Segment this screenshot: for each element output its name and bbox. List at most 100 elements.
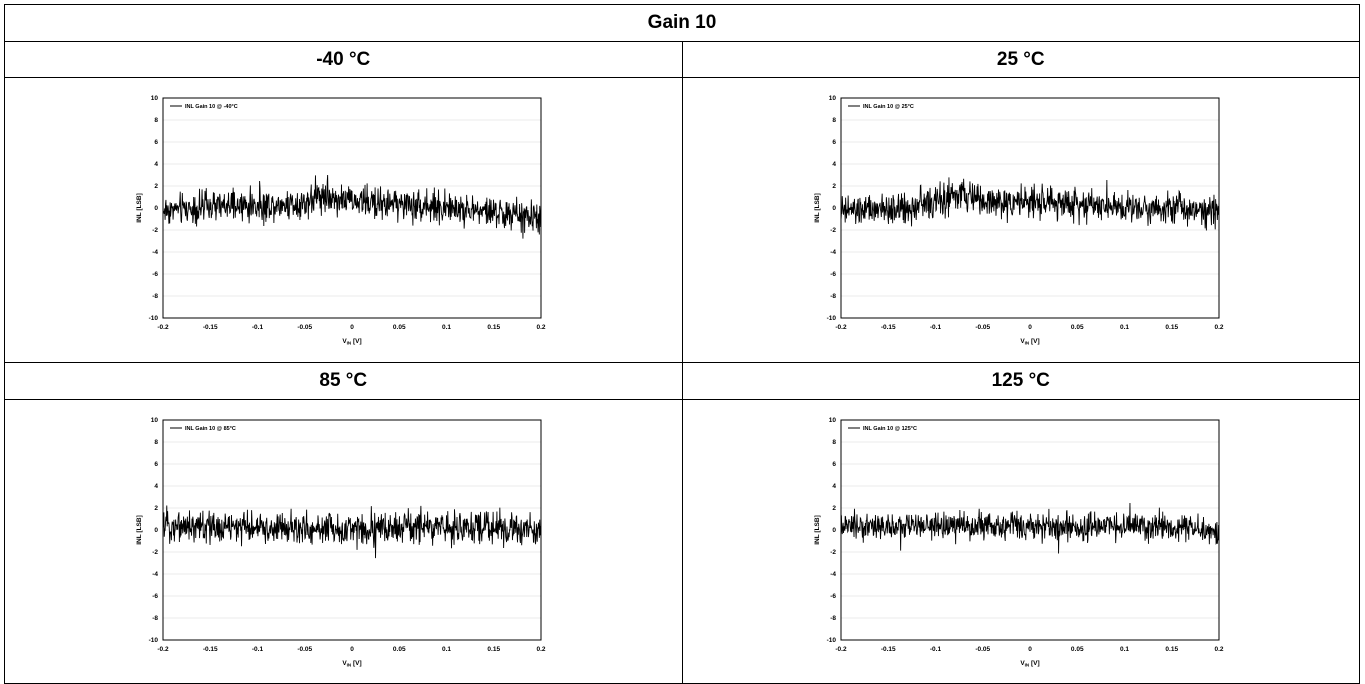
x-tick-label: 0 — [1028, 646, 1032, 653]
y-axis-label: INL [LSB] — [136, 194, 143, 224]
y-tick-label: 4 — [155, 162, 159, 169]
y-tick-label: -4 — [152, 250, 158, 257]
y-tick-label: -10 — [826, 637, 836, 644]
legend-label: INL Gain 10 @ 25°C — [863, 104, 914, 110]
plot-cell-minus40: 10 8 6 4 2 0 -2 -4 -6 -8 -10 -0.2 -0.15 -0.1 -0.05 0 0.0… — [4, 77, 683, 363]
y-tick-label: 10 — [829, 417, 837, 424]
x-tick-label: 0 — [350, 646, 354, 653]
y-tick-label: 6 — [832, 140, 836, 147]
inl-series-line — [162, 505, 542, 558]
y-tick-label: -10 — [149, 316, 159, 323]
y-tick-label: 4 — [832, 162, 836, 169]
y-tick-label: 2 — [155, 184, 159, 191]
x-axis-label: VIN [V] — [1020, 338, 1039, 346]
x-tick-label: -0.05 — [298, 646, 313, 653]
x-tick-label: 0.05 — [1071, 646, 1084, 653]
x-tick-label: 0.2 — [1214, 646, 1223, 653]
y-tick-label: 2 — [832, 184, 836, 191]
x-tick-label: -0.2 — [835, 646, 847, 653]
y-tick-label: -2 — [152, 549, 158, 556]
x-tick-label: -0.05 — [975, 324, 990, 331]
y-tick-label: -4 — [830, 571, 836, 578]
x-tick-label: -0.2 — [158, 324, 170, 331]
y-tick-label: 6 — [832, 461, 836, 468]
y-tick-label: 8 — [832, 439, 836, 446]
y-tick-label: 0 — [832, 527, 836, 534]
x-tick-label: 0.05 — [393, 646, 406, 653]
y-tick-label: 10 — [151, 417, 159, 424]
x-tick-label: 0.05 — [1071, 324, 1084, 331]
x-tick-label: -0.2 — [835, 324, 847, 331]
x-axis-label: VIN [V] — [343, 660, 362, 668]
x-tick-label: -0.1 — [252, 324, 264, 331]
y-tick-label: 8 — [155, 439, 159, 446]
x-tick-label: -0.1 — [252, 646, 264, 653]
y-tick-label: 0 — [832, 206, 836, 213]
y-tick-label: -6 — [152, 272, 158, 279]
legend-label: INL Gain 10 @ 125°C — [863, 426, 917, 432]
x-tick-label: 0 — [1028, 324, 1032, 331]
plot-area-frame — [162, 419, 542, 641]
y-tick-label: -10 — [826, 316, 836, 323]
x-tick-label: 0.1 — [1120, 324, 1129, 331]
y-tick-label: 8 — [155, 118, 159, 125]
y-tick-label: 2 — [155, 505, 159, 512]
table-title: Gain 10 — [4, 4, 1360, 42]
y-tick-label: 0 — [155, 206, 159, 213]
plot-cell-85: 10 8 6 4 2 0 -2 -4 -6 -8 -10 -0.2 -0.15 -0.1 -0.05 0 0.0… — [4, 398, 683, 684]
y-tick-label: -6 — [830, 593, 836, 600]
inl-chart-minus40: 10 8 6 4 2 0 -2 -4 -6 -8 -10-0.2 -0.15 -0.1 -0.05 0 0.0… — [136, 96, 546, 346]
y-tick-label: 6 — [155, 461, 159, 468]
inl-series-line — [840, 502, 1220, 554]
temp-header-85: 85 °C — [4, 361, 683, 400]
x-tick-label: 0 — [350, 324, 354, 331]
x-tick-label: -0.05 — [298, 324, 313, 331]
x-tick-label: -0.15 — [203, 324, 218, 331]
x-axis-label: VIN [V] — [1020, 660, 1039, 668]
x-tick-label: 0.2 — [537, 324, 546, 331]
x-tick-label: -0.2 — [158, 646, 170, 653]
y-tick-label: -8 — [152, 294, 158, 301]
y-tick-label: -8 — [830, 294, 836, 301]
legend-label: INL Gain 10 @ -40°C — [185, 104, 238, 110]
y-axis-label: INL [LSB] — [136, 515, 143, 545]
x-tick-label: -0.1 — [930, 646, 942, 653]
y-tick-label: -6 — [152, 593, 158, 600]
inl-chart-25: 10 8 6 4 2 0 -2 -4 -6 -8 -10-0.2 -0.15 -0.1 -0.05 0 0.0… — [814, 96, 1224, 346]
x-tick-label: 0.2 — [537, 646, 546, 653]
temp-header-125: 125 °C — [681, 361, 1360, 400]
x-tick-label: 0.15 — [488, 646, 501, 653]
y-axis-label: INL [LSB] — [814, 515, 821, 545]
x-tick-label: 0.05 — [393, 324, 406, 331]
inl-chart-85: 10 8 6 4 2 0 -2 -4 -6 -8 -10 -0.2 -0.15 -0.1 -0.05 0 0.0… — [136, 417, 546, 668]
y-tick-label: 10 — [829, 96, 837, 103]
x-axis-label: VIN [V] — [343, 338, 362, 346]
x-tick-label: 0.15 — [1165, 324, 1178, 331]
y-tick-label: -4 — [152, 571, 158, 578]
y-tick-label: -2 — [830, 549, 836, 556]
y-tick-label: -6 — [830, 272, 836, 279]
y-tick-label: 4 — [155, 483, 159, 490]
x-tick-label: 0.15 — [1165, 646, 1178, 653]
inl-figure-table: Gain 10 -40 °C 25 °C 10 8 6 4 2 0 -2 -4 -6 -8 -10-… — [4, 4, 1360, 684]
y-tick-label: 8 — [832, 118, 836, 125]
y-tick-label: 2 — [832, 505, 836, 512]
y-tick-label: -8 — [152, 615, 158, 622]
y-tick-label: -4 — [830, 250, 836, 257]
x-tick-label: 0.1 — [442, 324, 451, 331]
plot-cell-25: 10 8 6 4 2 0 -2 -4 -6 -8 -10 -0.2 -0.15 -0.1 -0.05 0 0.0… — [681, 77, 1360, 363]
x-tick-label: 0.15 — [488, 324, 501, 331]
y-tick-label: 10 — [151, 96, 159, 103]
y-tick-label: 6 — [155, 140, 159, 147]
y-axis-label: INL [LSB] — [814, 194, 821, 224]
plot-cell-125: 10 8 6 4 2 0 -2 -4 -6 -8 -10 -0.2 -0.15 -0.1 -0.05 0 0.0… — [681, 398, 1360, 684]
x-tick-label: -0.1 — [930, 324, 942, 331]
inl-chart-125: 10 8 6 4 2 0 -2 -4 -6 -8 -10 -0.2 -0.15 -0.1 -0.05 0 0.0… — [814, 417, 1224, 668]
y-tick-label: -10 — [149, 637, 159, 644]
x-tick-label: -0.05 — [975, 646, 990, 653]
temp-header-minus40: -40 °C — [4, 40, 683, 79]
x-tick-label: -0.15 — [881, 324, 896, 331]
inl-series-line — [162, 175, 542, 240]
y-tick-label: -8 — [830, 615, 836, 622]
x-tick-label: 0.2 — [1214, 324, 1223, 331]
